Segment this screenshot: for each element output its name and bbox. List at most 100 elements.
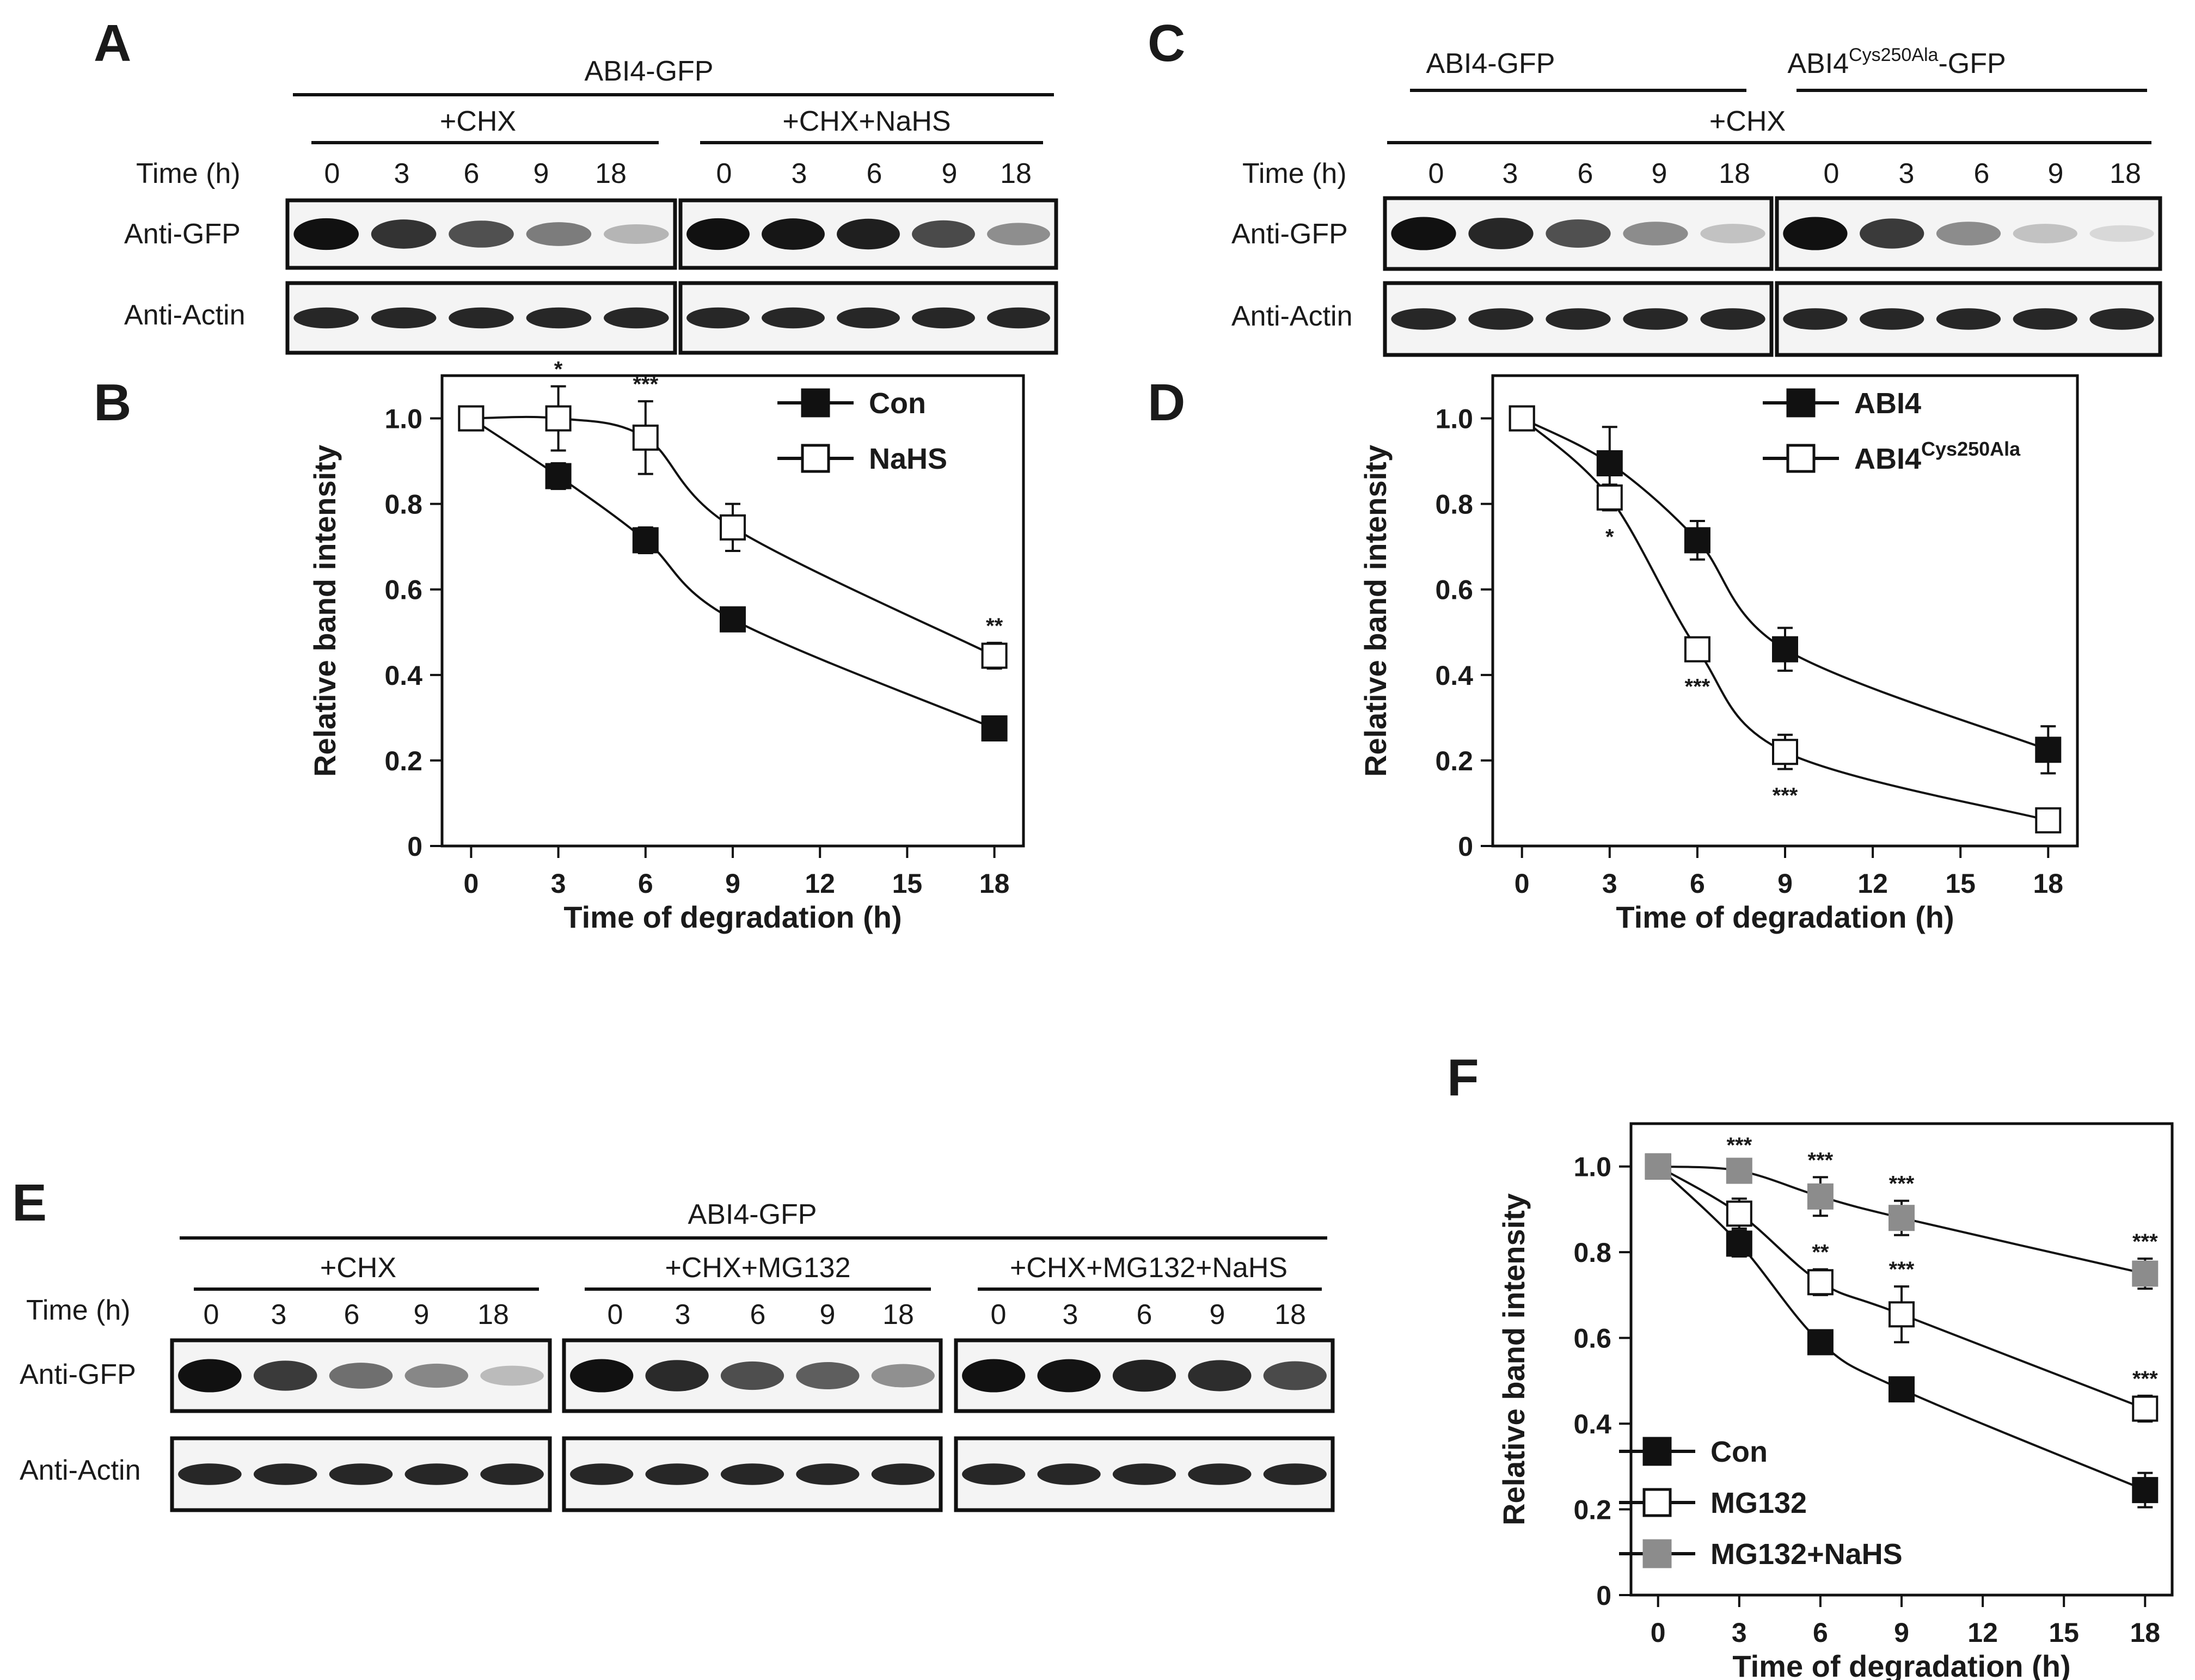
x-tick-label: 6: [638, 868, 653, 899]
panel-label-c: C: [1148, 14, 1185, 72]
x-tick-label: 0: [463, 868, 479, 899]
data-point: [1726, 1157, 1752, 1184]
data-point: [1596, 450, 1623, 477]
blot-e-time-label: Time (h): [26, 1295, 131, 1326]
blot-band: [1783, 308, 1848, 330]
blot-frame: [678, 198, 1058, 270]
time-point-label: 3: [1063, 1299, 1078, 1330]
y-tick-label: 0.2: [1573, 1495, 1611, 1525]
legend-label: MG132+NaHS: [1710, 1538, 1903, 1571]
data-point: [1726, 1230, 1752, 1257]
significance-stars: ***: [1889, 1172, 1915, 1196]
blot-frame: [562, 1436, 943, 1512]
time-point-label: 6: [867, 158, 882, 189]
significance-stars: *: [1605, 525, 1614, 549]
anti-gfp-blot: [170, 1338, 552, 1413]
blot-band: [570, 1359, 634, 1393]
blot-band: [796, 1463, 860, 1485]
significance-stars: **: [1812, 1241, 1829, 1265]
data-point: [981, 642, 1008, 669]
blot-e-construct-label: ABI4-GFP: [688, 1199, 817, 1230]
time-point-label: 0: [608, 1299, 623, 1330]
significance-stars: ***: [2132, 1367, 2158, 1391]
time-point-label: 9: [2048, 158, 2064, 189]
data-point: [1807, 1329, 1834, 1356]
x-tick-label: 9: [1777, 868, 1793, 899]
blot-frame: [1775, 196, 2162, 271]
x-tick-label: 3: [1602, 868, 1617, 899]
time-point-label: 3: [271, 1299, 287, 1330]
blot-band: [1037, 1463, 1101, 1485]
blot-c-row-label-actin: Anti-Actin: [1231, 301, 1353, 332]
blot-c-construct-label: ABI4Cys250Ala-GFP: [1787, 45, 2006, 79]
anti-actin-blot: [170, 1436, 552, 1512]
time-point-label: 3: [394, 158, 410, 189]
time-point-label: 3: [1899, 158, 1915, 189]
blot-e: ABI4-GFP +CHX +CHX+MG132 +CHX+MG132+NaHS…: [20, 1199, 1335, 1512]
blot-c-time-label: Time (h): [1242, 158, 1347, 189]
y-tick-label: 0.6: [1435, 575, 1473, 605]
time-point-label: 6: [1137, 1299, 1152, 1330]
x-axis-label: Time of degradation (h): [1732, 1649, 2070, 1680]
blot-e-group-label: +CHX: [320, 1252, 396, 1284]
y-tick-label: 0.4: [1573, 1409, 1611, 1439]
anti-gfp-blot: [1775, 196, 2162, 271]
time-point-label: 18: [1719, 158, 1750, 189]
legend-marker: [1642, 1539, 1672, 1568]
blot-band: [603, 224, 669, 244]
time-point-label: 3: [792, 158, 807, 189]
blot-band: [480, 1365, 544, 1386]
data-point: [1807, 1269, 1834, 1296]
time-point-label: 9: [1210, 1299, 1225, 1330]
blot-e-group-label: +CHX+MG132+NaHS: [1010, 1252, 1287, 1284]
blot-frame: [170, 1338, 552, 1413]
data-point: [720, 514, 746, 541]
blot-band: [1188, 1360, 1252, 1391]
series-line: [1521, 417, 2049, 751]
time-point-label: 18: [1000, 158, 1032, 189]
blot-band: [1623, 308, 1688, 330]
blot-band: [293, 218, 359, 250]
blot-band: [871, 1364, 935, 1388]
x-tick-label: 9: [725, 868, 740, 899]
data-point: [1684, 636, 1710, 663]
blot-band: [371, 307, 437, 329]
x-axis-label: Time of degradation (h): [563, 900, 902, 934]
legend-marker: [801, 388, 830, 418]
blot-band: [2013, 308, 2077, 330]
time-point-label: 18: [477, 1299, 509, 1330]
blot-c-row-label-gfp: Anti-GFP: [1231, 218, 1348, 250]
blot-e-row-label-gfp: Anti-GFP: [20, 1359, 136, 1390]
time-point-label: 6: [1578, 158, 1593, 189]
data-point: [1889, 1301, 1915, 1328]
blot-band: [526, 222, 592, 246]
blot-band: [526, 307, 592, 329]
anti-actin-blot: [1775, 281, 2162, 357]
time-point-label: 18: [2110, 158, 2141, 189]
data-point: [545, 463, 572, 489]
time-point-label: 3: [1503, 158, 1518, 189]
blot-band: [1700, 224, 1765, 243]
significance-stars: ***: [1773, 784, 1798, 808]
blot-a-construct-label: ABI4-GFP: [585, 56, 714, 87]
x-tick-label: 12: [1857, 868, 1888, 899]
blot-frame: [678, 281, 1058, 355]
time-point-label: 18: [595, 158, 627, 189]
blot-band: [1546, 219, 1611, 248]
y-tick-label: 0.8: [1435, 489, 1473, 520]
anti-gfp-blot: [285, 198, 677, 270]
data-point: [2035, 807, 2062, 833]
blot-frame: [1383, 196, 1774, 271]
time-point-label: 6: [344, 1299, 360, 1330]
blot-a-time-label: Time (h): [136, 158, 241, 189]
y-tick-label: 0: [1596, 1580, 1611, 1611]
anti-gfp-blot: [678, 198, 1058, 270]
blot-band: [1188, 1463, 1252, 1485]
legend-marker: [1642, 1488, 1672, 1517]
data-point: [981, 715, 1008, 741]
y-tick-label: 0.6: [384, 575, 422, 605]
legend-label: ABI4Cys250Ala: [1854, 438, 2021, 475]
data-point: [632, 424, 659, 451]
blot-band: [912, 220, 975, 248]
time-point-label: 9: [820, 1299, 836, 1330]
